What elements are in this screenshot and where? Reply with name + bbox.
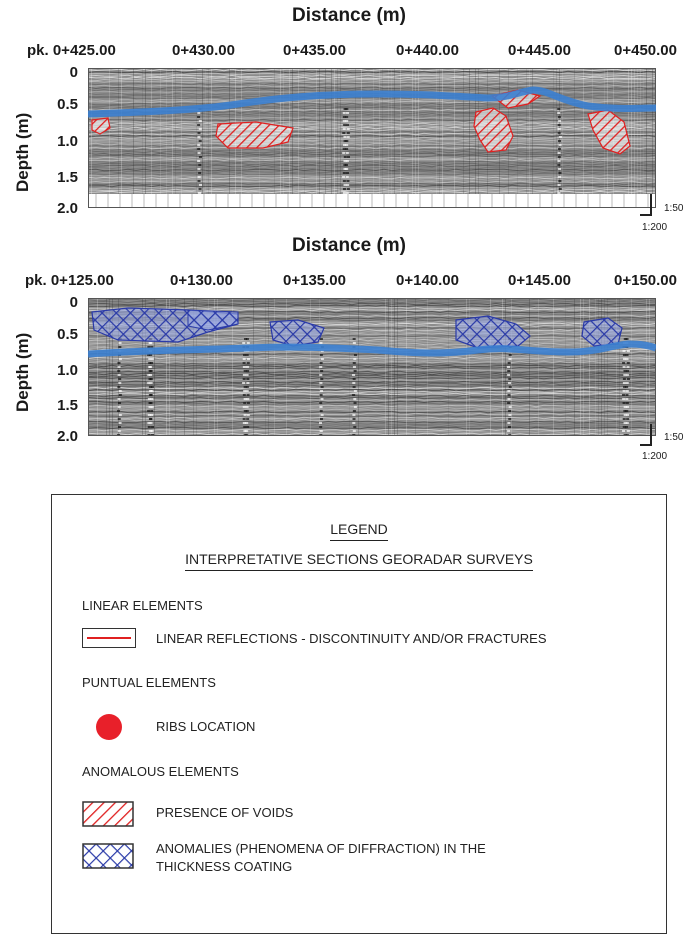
section-1-depth-tick: 1.0: [57, 133, 78, 150]
section-1-x-axis-title: Distance (m): [291, 5, 407, 26]
radargram-frame: [88, 68, 656, 208]
radargram-frame: [88, 298, 656, 436]
section-2-x-axis-title: Distance (m): [291, 235, 407, 256]
legend-title-row: LEGEND: [52, 521, 666, 541]
anomalies-label-line1: ANOMALIES (PHENOMENA OF DIFFRACTION) IN …: [156, 841, 486, 856]
section-1-x-tick: 0+430.00: [172, 42, 235, 59]
void-area: [473, 107, 514, 153]
section-1-x-tick: 0+445.00: [508, 42, 571, 59]
anomaly-area: [455, 315, 531, 349]
section-1-x-tick: pk. 0+425.00: [27, 42, 116, 59]
section-2-x-tick: pk. 0+125.00: [25, 272, 114, 289]
anomalies-label-line2: THICKNESS COATING: [156, 859, 293, 874]
section-2-x-tick: 0+150.00: [614, 272, 677, 289]
section-1-vertical-scale: 1:50: [664, 203, 684, 214]
linear-reflection-label: LINEAR REFLECTIONS - DISCONTINUITY AND/O…: [156, 631, 547, 646]
anomaly-area: [187, 309, 239, 331]
section-1-x-tick: 0+450.00: [614, 42, 677, 59]
section-1-depth-tick: 1.5: [57, 169, 78, 186]
section-1-depth-tick: 2.0: [57, 200, 78, 217]
puntual-elements-heading: PUNTUAL ELEMENTS: [82, 675, 216, 690]
interface-line: [88, 86, 656, 118]
section-2-depth-tick: 0.5: [57, 326, 78, 343]
anomalies-swatch: [82, 843, 134, 869]
section-2-depth-tick: 1.5: [57, 397, 78, 414]
section-2-depth-tick: 2.0: [57, 428, 78, 445]
section-1-horizontal-scale: 1:200: [642, 222, 668, 233]
section-1-scale-arrows: [640, 194, 662, 216]
section-2-x-tick: 0+135.00: [283, 272, 346, 289]
section-1-x-tick: 0+440.00: [396, 42, 459, 59]
linear-reflection-swatch: [82, 628, 136, 648]
void-area: [91, 117, 111, 135]
section-2-x-tick: 0+130.00: [170, 272, 233, 289]
legend-box: LEGEND INTERPRETATIVE SECTIONS GEORADAR …: [51, 494, 667, 934]
linear-elements-heading: LINEAR ELEMENTS: [82, 598, 203, 613]
legend-subtitle: INTERPRETATIVE SECTIONS GEORADAR SURVEYS: [185, 551, 533, 571]
void-area: [587, 109, 631, 155]
void-area: [215, 121, 294, 149]
interface-line: [88, 340, 656, 358]
section-1-depth-tick: 0.5: [57, 96, 78, 113]
section-2-vertical-scale: 1:50: [664, 432, 684, 443]
voids-swatch: [82, 801, 134, 827]
section-2-depth-tick: 1.0: [57, 362, 78, 379]
section-1-radargram: [88, 68, 656, 208]
section-2-depth-tick: 0: [69, 294, 78, 311]
section-2-horizontal-scale: 1:200: [642, 451, 668, 462]
section-1-x-tick: 0+435.00: [283, 42, 346, 59]
anomaly-area: [269, 319, 325, 347]
section-1-y-axis-title: Depth (m): [13, 112, 32, 192]
radargram-base-ticks: [95, 194, 649, 208]
section-2-x-tick: 0+145.00: [508, 272, 571, 289]
section-2-scale-arrows: [640, 424, 662, 446]
legend-title: LEGEND: [330, 521, 388, 541]
ribs-location-dot-icon: [96, 714, 122, 740]
ribs-location-label: RIBS LOCATION: [156, 719, 256, 734]
legend-subtitle-row: INTERPRETATIVE SECTIONS GEORADAR SURVEYS: [52, 551, 666, 571]
anomalous-elements-heading: ANOMALOUS ELEMENTS: [82, 764, 239, 779]
section-2-y-axis-title: Depth (m): [13, 332, 32, 412]
section-2-x-tick: 0+140.00: [396, 272, 459, 289]
voids-label: PRESENCE OF VOIDS: [156, 805, 294, 820]
section-2-radargram: [88, 298, 656, 436]
section-1-depth-tick: 0: [69, 64, 78, 81]
